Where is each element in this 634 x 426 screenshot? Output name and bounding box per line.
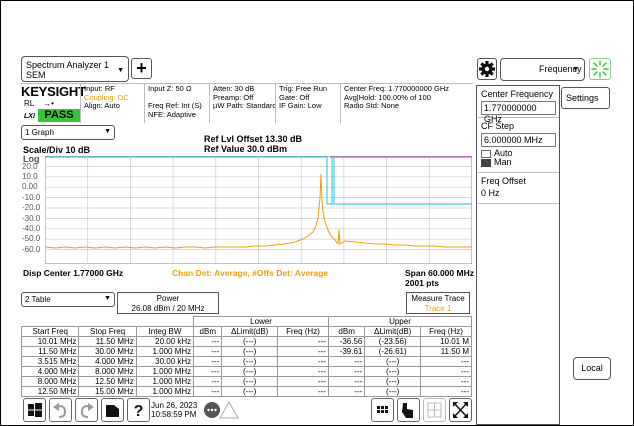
chat-bubble-icon xyxy=(204,402,220,418)
help-button[interactable]: ? xyxy=(127,398,150,422)
auto-option[interactable]: Auto xyxy=(481,149,556,158)
folder-icon xyxy=(106,405,119,417)
lxi-indicator: LXI xyxy=(24,113,35,120)
detector-label: Chan Det: Average, #Offs Det: Average xyxy=(172,268,329,278)
limit-line-cyan xyxy=(45,156,472,205)
touch-button[interactable] xyxy=(397,398,420,422)
upper-group-header: Upper xyxy=(327,316,473,327)
freq-offset-key[interactable]: Freq Offset 0 Hz xyxy=(478,174,559,204)
measure-trace-button[interactable]: Measure Trace Trace 1 xyxy=(406,292,470,314)
touch-indicator-button[interactable] xyxy=(589,58,611,80)
cf-step-key[interactable]: CF Step 6.000000 MHz Auto Man xyxy=(478,119,559,173)
table-header-row: Start Freq Stop Freq Integ BW dBm ΔLimit(dB… xyxy=(20,326,472,337)
keysight-logo: KEYSIGHT xyxy=(21,84,86,99)
layout-button[interactable] xyxy=(371,398,394,422)
spectrum-plot[interactable] xyxy=(45,156,472,264)
redo-icon xyxy=(80,403,94,418)
add-screen-button[interactable]: + xyxy=(131,58,152,79)
window-grid-icon xyxy=(427,402,442,418)
menu-selector[interactable]: Frequency ▼ xyxy=(500,58,585,81)
cf-step-field[interactable]: 6.000000 MHz xyxy=(481,133,556,147)
points-label: 2001 pts xyxy=(405,278,440,288)
instrument-selector[interactable]: Spectrum Analyzer 1 SEM ▼ xyxy=(21,56,129,82)
table-row: 4.000 MHz 8.000 MHz 1.000 MHz --- (---) --- … xyxy=(20,366,472,377)
menu-label: Frequency xyxy=(539,64,582,74)
datetime: Jun 26, 2023 10:58:59 PM xyxy=(151,401,198,419)
softkey-panel: Center Frequency 1.770000000 GHz CF Step… xyxy=(476,85,560,425)
settings-gear-button[interactable] xyxy=(477,58,497,80)
expand-arrows-icon xyxy=(453,402,468,418)
sparkle-icon xyxy=(591,60,609,78)
table-row: 3.515 MHz 4.000 MHz 30.00 kHz --- (---) --- … xyxy=(20,356,472,367)
freq-offset-value: 0 Hz xyxy=(481,188,500,198)
chevron-down-icon: ▼ xyxy=(104,295,111,302)
redo-button[interactable] xyxy=(75,398,98,422)
span-label: Span 60.000 MHz xyxy=(405,268,474,278)
status-bar: Input: RF Coupling: DC Align: Auto Input… xyxy=(21,83,473,123)
log-label: Log xyxy=(23,154,40,164)
graph-selector[interactable]: 1 Graph ▼ xyxy=(21,125,115,140)
lower-group-header: Lower xyxy=(193,316,329,327)
file-button[interactable] xyxy=(101,398,124,422)
grid-layout-icon xyxy=(377,406,388,413)
instrument-label: Spectrum Analyzer 1 xyxy=(26,60,110,70)
table-selector[interactable]: 2 Table ▼ xyxy=(21,292,115,307)
man-option[interactable]: Man xyxy=(481,158,556,167)
table-row: 11.50 MHz 30.00 MHz 1.000 MHz --- (---) --- … xyxy=(20,346,472,357)
undo-icon xyxy=(53,403,67,418)
impedance-info: Input Z: 50 Ω Freq Ref: Int (S) NFE: Ada… xyxy=(144,84,209,123)
chevron-down-icon: ▼ xyxy=(117,67,124,74)
warning-button[interactable] xyxy=(219,400,239,421)
windows-icon xyxy=(28,403,42,417)
ref-value-label: Ref Value 30.0 dBm xyxy=(204,144,288,154)
pass-badge: PASS xyxy=(38,109,80,122)
message-button[interactable] xyxy=(203,401,221,421)
warning-triangle-icon xyxy=(219,400,239,419)
chevron-down-icon: ▼ xyxy=(572,66,579,73)
center-frequency-field[interactable]: 1.770000000 GHz xyxy=(481,101,556,124)
fullscreen-button[interactable] xyxy=(449,398,472,422)
trace-1 xyxy=(45,173,472,249)
rl-indicator: RL →• xyxy=(24,99,54,108)
scale-label: Scale/Div 10 dB xyxy=(23,145,91,155)
chevron-down-icon: ▼ xyxy=(104,128,111,135)
gear-icon xyxy=(479,61,495,77)
svg-text:?: ? xyxy=(134,403,144,420)
input-info: Input: RF Coupling: DC Align: Auto xyxy=(80,84,144,123)
trigger-info: Trig: Free Run Gate: Off IF Gain: Low xyxy=(275,84,340,123)
ref-offset-label: Ref Lvl Offset 13.30 dB xyxy=(204,134,303,144)
split-view-button[interactable] xyxy=(423,398,446,422)
taskbar: ? Jun 26, 2023 10:58:59 PM xyxy=(21,398,473,425)
power-readout: Power 26.08 dBm / 20 MHz xyxy=(117,292,219,314)
windows-start-button[interactable] xyxy=(23,398,46,422)
mode-label: SEM xyxy=(26,70,46,80)
center-frequency-key[interactable]: Center Frequency 1.770000000 GHz xyxy=(478,87,559,124)
frequency-info: Center Freq: 1.770000000 GHz Avg|Hold: 1… xyxy=(340,84,473,123)
input-arrow-icon: →• xyxy=(43,99,54,108)
settings-tab[interactable]: Settings xyxy=(561,87,610,109)
results-table: Lower Upper Start Freq Stop Freq Integ BW … xyxy=(20,316,473,397)
center-freq-label: Disp Center 1.77000 GHz xyxy=(23,268,124,278)
table-row: 8.000 MHz 12.50 MHz 1.000 MHz --- (---) --- … xyxy=(20,376,472,387)
help-icon: ? xyxy=(134,403,144,420)
hand-pointer-icon xyxy=(402,403,413,418)
table-row: 12.50 MHz 15.00 MHz 1.000 MHz --- (---) --- … xyxy=(20,386,472,397)
local-button[interactable]: Local xyxy=(573,357,611,380)
undo-button[interactable] xyxy=(49,398,72,422)
table-row: 10.01 MHz 11.50 MHz 20.00 kHz --- (---) --- … xyxy=(20,336,472,347)
attenuation-info: Atten: 30 dB Preamp: Off µW Path: Standa… xyxy=(209,84,277,123)
